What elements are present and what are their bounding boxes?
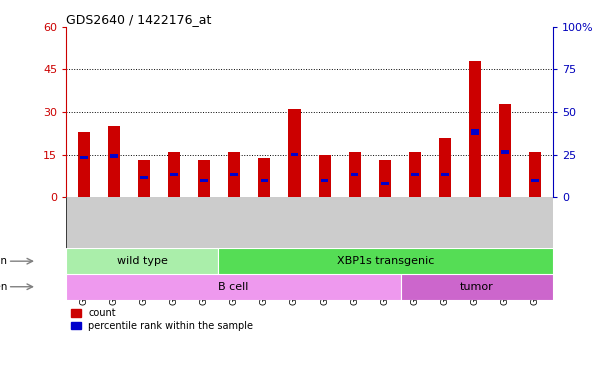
Text: GDS2640 / 1422176_at: GDS2640 / 1422176_at bbox=[66, 13, 212, 26]
Bar bbox=[78, 132, 90, 197]
Text: B cell: B cell bbox=[218, 282, 249, 292]
Bar bbox=[171, 173, 178, 176]
Text: specimen: specimen bbox=[0, 282, 8, 292]
Bar bbox=[351, 173, 358, 176]
Bar bbox=[471, 129, 479, 134]
Bar bbox=[531, 179, 539, 182]
Bar bbox=[261, 179, 268, 182]
Bar bbox=[321, 179, 328, 182]
Bar bbox=[401, 274, 553, 300]
Text: tumor: tumor bbox=[460, 282, 494, 292]
Bar bbox=[198, 161, 210, 197]
Bar bbox=[409, 152, 421, 197]
Bar bbox=[258, 157, 270, 197]
Bar bbox=[379, 161, 391, 197]
Legend: count, percentile rank within the sample: count, percentile rank within the sample bbox=[71, 308, 254, 331]
Text: wild type: wild type bbox=[117, 256, 168, 266]
Bar bbox=[111, 154, 118, 158]
Bar bbox=[81, 156, 88, 159]
Bar bbox=[231, 173, 239, 176]
Bar bbox=[411, 173, 419, 176]
Bar bbox=[501, 150, 509, 154]
Bar bbox=[168, 152, 180, 197]
Bar bbox=[349, 152, 361, 197]
Bar bbox=[291, 153, 298, 156]
Bar bbox=[529, 152, 541, 197]
Bar bbox=[441, 173, 449, 176]
Bar bbox=[439, 137, 451, 197]
Bar bbox=[66, 248, 218, 274]
Bar bbox=[138, 161, 150, 197]
Bar bbox=[319, 155, 331, 197]
Bar bbox=[288, 109, 300, 197]
Bar bbox=[499, 104, 511, 197]
Bar bbox=[218, 248, 553, 274]
Bar bbox=[141, 176, 148, 179]
Bar bbox=[469, 61, 481, 197]
Text: XBP1s transgenic: XBP1s transgenic bbox=[337, 256, 435, 266]
Bar bbox=[201, 179, 209, 182]
Text: strain: strain bbox=[0, 256, 8, 266]
Bar bbox=[108, 126, 120, 197]
Bar bbox=[66, 274, 401, 300]
Bar bbox=[228, 152, 240, 197]
Bar bbox=[381, 182, 389, 184]
